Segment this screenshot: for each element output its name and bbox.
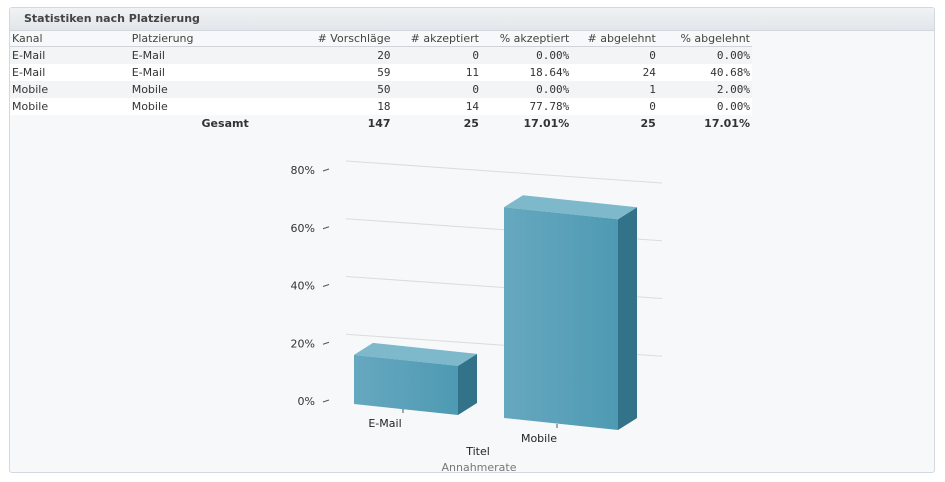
- cell-prozent-abgelehnt: 0.00%: [657, 46, 752, 64]
- cell-prozent-akzeptiert: 0.00%: [480, 46, 572, 64]
- cell-vorschlaege: 50: [250, 81, 393, 98]
- cell-prozent-akzeptiert: 0.00%: [480, 81, 572, 98]
- column-header-vorschlaege[interactable]: # Vorschläge: [250, 30, 393, 47]
- y-tick-mark: [322, 284, 330, 287]
- cell-platzierung: Mobile: [129, 98, 251, 115]
- cell-prozent-abgelehnt: 40.68%: [657, 64, 752, 81]
- cell-vorschlaege: 18: [250, 98, 393, 115]
- bar-front-face: [354, 354, 458, 415]
- cell-platzierung: E-Mail: [129, 64, 251, 81]
- cell-vorschlaege: 20: [250, 46, 393, 64]
- cell-akzeptiert: 14: [392, 98, 481, 115]
- cell-akzeptiert: 11: [392, 64, 481, 81]
- cell-platzierung: E-Mail: [129, 46, 251, 64]
- table-row: E-Mail E-Mail 59 11 18.64% 24 40.68%: [10, 64, 752, 81]
- y-tick-label: 80%: [291, 164, 315, 177]
- cell-abgelehnt: 1: [571, 81, 658, 98]
- cell-prozent-abgelehnt: 0.00%: [657, 98, 752, 115]
- cell-platzierung: Mobile: [129, 81, 251, 98]
- total-label: Gesamt: [201, 117, 249, 130]
- chart-subtitle: Annahmerate: [441, 461, 516, 474]
- cell-prozent-akzeptiert: 18.64%: [480, 64, 572, 81]
- table-row: Mobile Mobile 18 14 77.78% 0 0.00%: [10, 98, 752, 115]
- column-header-prozent-akzeptiert[interactable]: % akzeptiert: [480, 30, 572, 47]
- total-vorschlaege: 147: [367, 117, 391, 130]
- cell-abgelehnt: 0: [571, 98, 658, 115]
- y-tick-label: 0%: [298, 395, 315, 408]
- y-tick-label: 60%: [291, 222, 315, 235]
- bar-mobile[interactable]: [504, 195, 637, 431]
- y-tick-mark: [322, 168, 330, 172]
- total-row: Gesamt 147 25 17.01% 25 17.01%: [10, 115, 752, 132]
- y-tick-mark: [322, 341, 330, 345]
- cell-kanal: E-Mail: [10, 46, 130, 64]
- bar-top-face: [504, 195, 637, 220]
- gridline: [345, 160, 663, 184]
- table-header-row: Kanal Platzierung # Vorschläge # akzepti…: [10, 30, 752, 47]
- column-header-abgelehnt[interactable]: # abgelehnt: [571, 30, 658, 47]
- column-header-kanal[interactable]: Kanal: [10, 30, 130, 47]
- total-akzeptiert: 25: [463, 117, 479, 130]
- cell-kanal: Mobile: [10, 81, 130, 98]
- x-category-label: E-Mail: [368, 417, 401, 430]
- y-axis-ticks: 0% 20% 40% 60% 80%: [291, 164, 330, 408]
- cell-kanal: Mobile: [10, 98, 130, 115]
- cell-akzeptiert: 0: [392, 81, 481, 98]
- total-prozent-akzeptiert: 17.01%: [523, 117, 570, 130]
- table-row: E-Mail E-Mail 20 0 0.00% 0 0.00%: [10, 46, 752, 64]
- x-category-label: Mobile: [521, 432, 557, 445]
- total-prozent-abgelehnt: 17.01%: [704, 117, 750, 130]
- column-header-prozent-abgelehnt[interactable]: % abgelehnt: [657, 30, 752, 47]
- column-header-platzierung[interactable]: Platzierung: [129, 30, 251, 47]
- cell-prozent-abgelehnt: 2.00%: [657, 81, 752, 98]
- x-axis-title: Titel: [465, 445, 490, 458]
- bar-side-face: [618, 207, 637, 431]
- bar-top-face: [354, 342, 477, 366]
- total-abgelehnt: 25: [640, 117, 656, 130]
- bar-e-mail[interactable]: [354, 342, 477, 415]
- cell-kanal: E-Mail: [10, 64, 130, 81]
- cell-abgelehnt: 24: [571, 64, 658, 81]
- cell-akzeptiert: 0: [392, 46, 481, 64]
- y-tick-mark: [322, 226, 330, 230]
- bar-side-face: [458, 353, 477, 415]
- y-tick-mark: [322, 399, 330, 403]
- bar-front-face: [504, 207, 618, 431]
- y-tick-label: 20%: [291, 337, 315, 350]
- y-tick-label: 40%: [291, 280, 315, 293]
- cell-prozent-akzeptiert: 77.78%: [480, 98, 572, 115]
- table-row: Mobile Mobile 50 0 0.00% 1 2.00%: [10, 81, 752, 98]
- chart-bars: [354, 195, 637, 431]
- cell-abgelehnt: 0: [571, 46, 658, 64]
- statistics-table: Kanal Platzierung # Vorschläge # akzepti…: [10, 30, 752, 132]
- column-header-akzeptiert[interactable]: # akzeptiert: [392, 30, 481, 47]
- x-axis-categories: E-Mail Mobile: [368, 409, 558, 445]
- cell-vorschlaege: 59: [250, 64, 393, 81]
